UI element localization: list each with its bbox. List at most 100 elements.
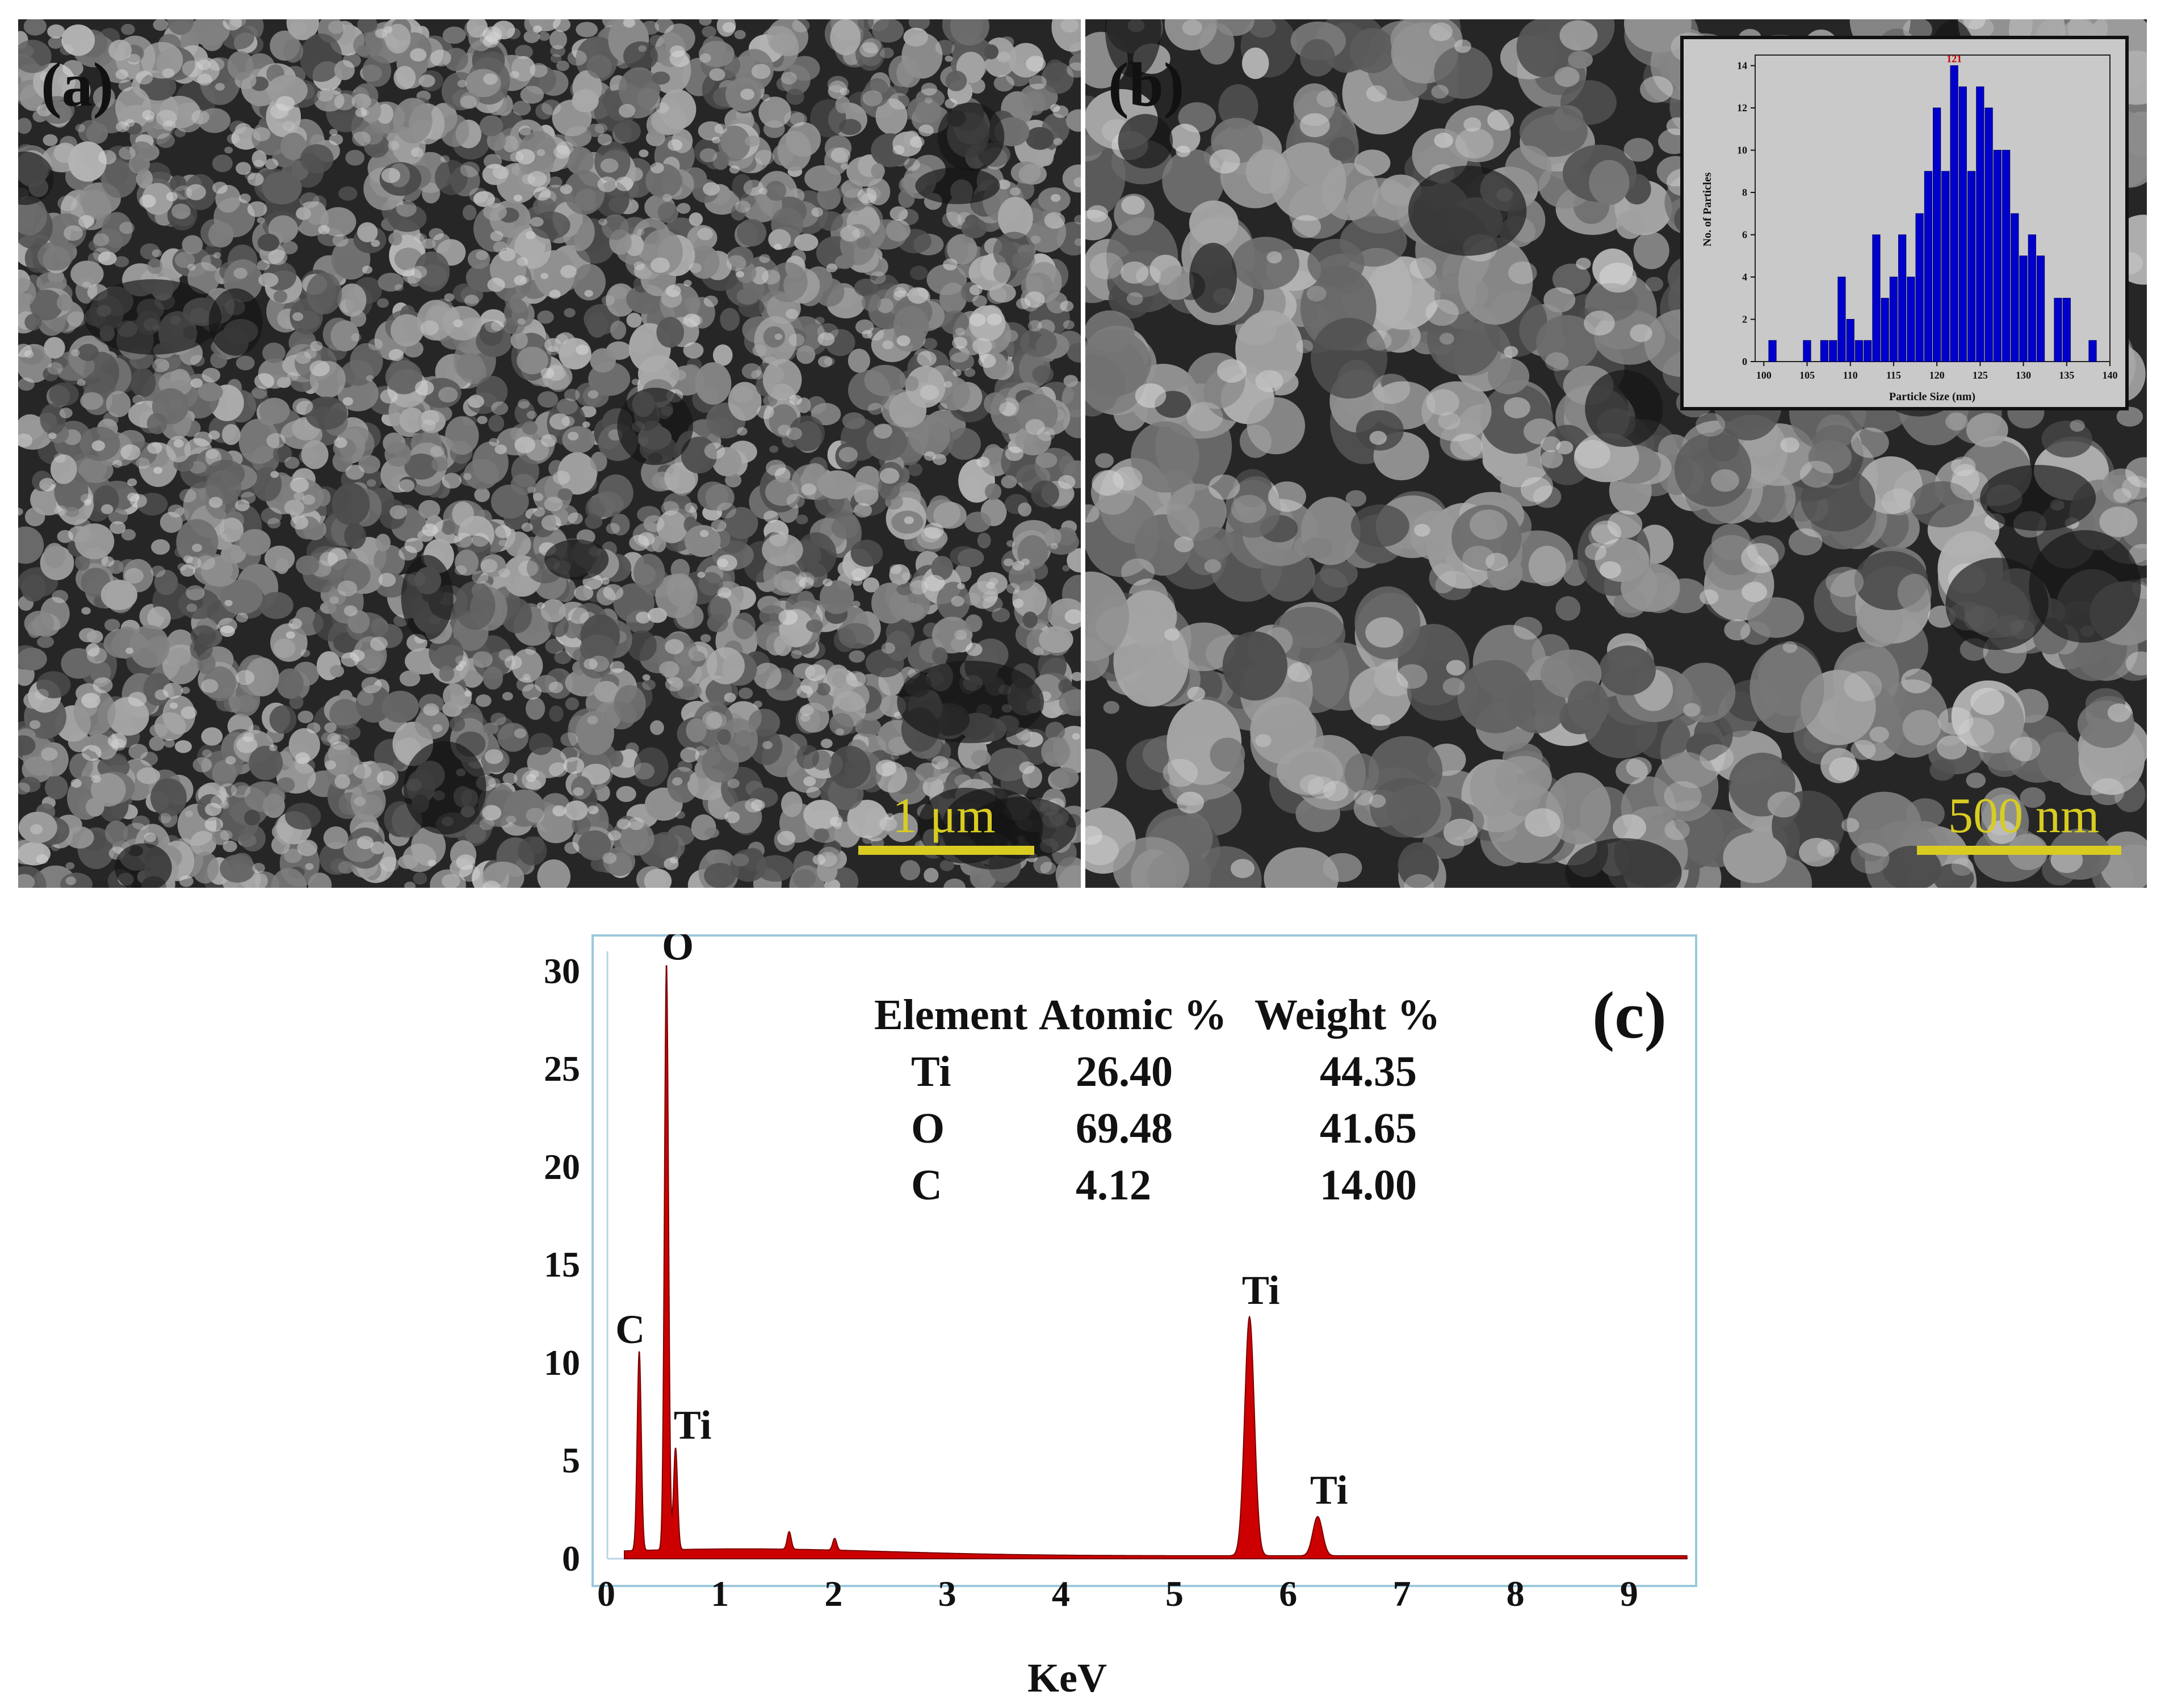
histogram-bar xyxy=(1924,171,1932,362)
histogram-bar xyxy=(1993,150,2002,362)
histogram-bar xyxy=(1829,340,1837,362)
histogram-bar xyxy=(1768,340,1777,362)
histogram-bar xyxy=(2088,340,2097,362)
eds-y-tick-label: 25 xyxy=(544,1048,580,1089)
table-row-o-atomic: 69.48 xyxy=(1076,1105,1173,1152)
table-header-atomic: Atomic % xyxy=(1039,991,1227,1039)
table-row-c-element: C xyxy=(911,1161,942,1209)
eds-x-tick-label: 3 xyxy=(938,1573,956,1614)
histogram-y-tick-label: 4 xyxy=(1742,271,1747,283)
eds-peak-label: O xyxy=(662,934,694,969)
histogram-x-tick-label: 140 xyxy=(2103,370,2118,381)
eds-x-tick-label: 5 xyxy=(1165,1573,1184,1614)
eds-peak-label: Ti xyxy=(674,1403,712,1448)
histogram-bar xyxy=(2062,297,2071,362)
table-row-c-weight: 14.00 xyxy=(1320,1161,1417,1209)
table-row-o-weight: 41.65 xyxy=(1320,1105,1417,1152)
histogram-bar xyxy=(1864,340,1872,362)
histogram-x-tick-label: 135 xyxy=(2059,370,2074,381)
scale-bar-a xyxy=(858,846,1034,855)
histogram-x-tick-label: 100 xyxy=(1756,370,1772,381)
table-row-ti-element: Ti xyxy=(911,1048,951,1096)
histogram-bar xyxy=(2028,234,2036,362)
histogram-x-tick-label: 120 xyxy=(1929,370,1945,381)
histogram-bar xyxy=(1958,86,1967,362)
histogram-bar xyxy=(1984,107,1993,362)
histogram-bar xyxy=(1967,171,1976,362)
eds-y-tick-label: 0 xyxy=(562,1538,580,1579)
eds-y-tick-label: 15 xyxy=(544,1244,580,1285)
panel-label-b: (b) xyxy=(1108,50,1185,119)
histogram-bar xyxy=(1837,276,1846,362)
histogram-bar xyxy=(1820,340,1829,362)
eds-y-tick-label: 5 xyxy=(562,1440,580,1481)
histogram-x-tick-label: 130 xyxy=(2016,370,2031,381)
histogram-y-tick-label: 6 xyxy=(1742,229,1747,241)
sem-grains xyxy=(18,19,1081,888)
histogram-bar xyxy=(1881,297,1889,362)
histogram-bar xyxy=(1854,340,1863,362)
particle-size-histogram-inset: 100 105 110 115 120 125 130 135 140 0 2 4 6 8 10 12 14 1… xyxy=(1680,36,2129,410)
table-row-o-element: O xyxy=(911,1105,945,1152)
eds-x-tick-label: 9 xyxy=(1619,1573,1638,1614)
eds-x-axis-label: KeV xyxy=(1027,1655,1107,1701)
sem-micrograph-b xyxy=(1085,19,2147,888)
histogram-bar xyxy=(2019,255,2028,362)
sem-image-panel-a: (a) 1 μm xyxy=(18,19,1081,888)
histogram-bar xyxy=(2011,213,2019,362)
eds-spectrum-area xyxy=(624,965,1688,1559)
histogram-y-tick-label: 8 xyxy=(1742,187,1747,198)
eds-x-tick-label: 2 xyxy=(824,1573,843,1614)
panel-label-a: (a) xyxy=(41,50,114,119)
histogram-x-tick-label: 110 xyxy=(1843,370,1858,381)
eds-peak-label: Ti xyxy=(1242,1268,1280,1313)
histogram-bar xyxy=(1933,107,1941,362)
table-row-ti-weight: 44.35 xyxy=(1320,1048,1417,1096)
histogram-bar xyxy=(1950,65,1958,362)
scale-bar-label-b: 500 nm xyxy=(1948,788,2100,843)
histogram-bar xyxy=(1941,171,1950,362)
table-header-element: Element xyxy=(874,991,1028,1039)
eds-x-tick-label: 6 xyxy=(1279,1573,1298,1614)
histogram-bar xyxy=(2002,150,2011,362)
histogram-bar xyxy=(1889,276,1898,362)
eds-x-tick-label: 7 xyxy=(1392,1573,1411,1614)
sem-micrograph-a xyxy=(18,19,1081,888)
histogram-bar xyxy=(1915,213,1924,362)
histogram-x-tick-label: 105 xyxy=(1799,370,1815,381)
histogram-bar xyxy=(1846,319,1854,362)
panel-label-c: (c) xyxy=(1592,978,1667,1052)
histogram-x-axis-label: Particle Size (nm) xyxy=(1889,391,1975,403)
histogram-y-tick-label: 14 xyxy=(1737,60,1747,72)
histogram-bar xyxy=(2036,255,2045,362)
histogram-bar xyxy=(1803,340,1811,362)
eds-peak-label: Ti xyxy=(1310,1467,1348,1513)
eds-x-tick-label: 1 xyxy=(711,1573,729,1614)
histogram-y-tick-label: 10 xyxy=(1737,145,1747,156)
particle-size-histogram: 100 105 110 115 120 125 130 135 140 0 2 4 6 8 10 12 14 1… xyxy=(1701,53,2118,403)
histogram-bar xyxy=(1907,276,1915,362)
histogram-x-tick-label: 115 xyxy=(1886,370,1901,381)
eds-x-tick-label: 0 xyxy=(597,1573,615,1614)
eds-x-tick-label: 4 xyxy=(1051,1573,1070,1614)
table-row-c-atomic: 4.12 xyxy=(1076,1161,1151,1209)
histogram-y-axis-label: No. of Particles xyxy=(1701,173,1714,247)
histogram-bar xyxy=(1898,234,1907,362)
histogram-bar xyxy=(2054,297,2062,362)
eds-x-tick-label: 8 xyxy=(1506,1573,1525,1614)
table-row-ti-atomic: 26.40 xyxy=(1076,1048,1173,1096)
eds-y-tick-label: 20 xyxy=(544,1146,580,1187)
histogram-peak-label: 121 xyxy=(1946,53,1962,65)
sem-image-panel-b: (b) 500 nm xyxy=(1085,19,2147,888)
histogram-y-tick-label: 0 xyxy=(1742,356,1747,367)
eds-y-tick-label: 10 xyxy=(544,1342,580,1383)
eds-peak-label: C xyxy=(615,1307,645,1352)
histogram-bar xyxy=(1872,234,1881,362)
eds-y-tick-label: 30 xyxy=(544,950,580,991)
scale-bar-b xyxy=(1917,846,2121,855)
histogram-x-tick-label: 125 xyxy=(1973,370,1988,381)
histogram-bar xyxy=(1976,86,1984,362)
table-header-weight: Weight % xyxy=(1254,991,1441,1039)
histogram-y-tick-label: 12 xyxy=(1737,102,1747,114)
scale-bar-label-a: 1 μm xyxy=(892,788,996,843)
